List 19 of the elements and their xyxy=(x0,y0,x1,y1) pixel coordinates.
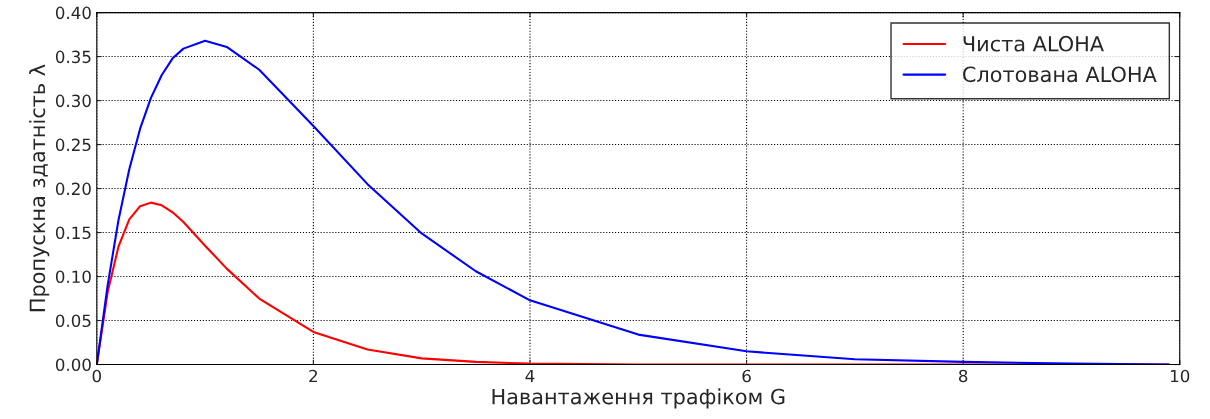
y-tick-label: 0.10 xyxy=(55,270,91,284)
y-tick-label: 0.20 xyxy=(55,182,91,196)
x-tick-label: 2 xyxy=(309,369,318,383)
y-tick-label: 0.25 xyxy=(55,138,91,152)
y-axis-title: Пропускна здатність λ xyxy=(29,64,50,312)
y-tick-label: 0.05 xyxy=(55,314,91,328)
x-tick-label: 4 xyxy=(525,369,535,383)
x-tick-label: 8 xyxy=(958,369,968,383)
y-tick-label: 0.40 xyxy=(55,6,91,20)
y-tick-label: 0.00 xyxy=(55,358,91,372)
x-tick-label: 6 xyxy=(742,369,751,383)
y-tick-label: 0.35 xyxy=(55,50,91,64)
y-tick-label: 0.30 xyxy=(55,94,91,108)
legend-label: Чиста ALOHA xyxy=(963,35,1104,52)
x-tick-label: 0 xyxy=(92,369,101,383)
legend-label: Слотована ALOHA xyxy=(963,66,1157,83)
x-tick-label: 10 xyxy=(1170,369,1190,383)
x-axis-title: Навантаження трафіком G xyxy=(492,388,785,409)
y-tick-label: 0.15 xyxy=(55,226,91,240)
